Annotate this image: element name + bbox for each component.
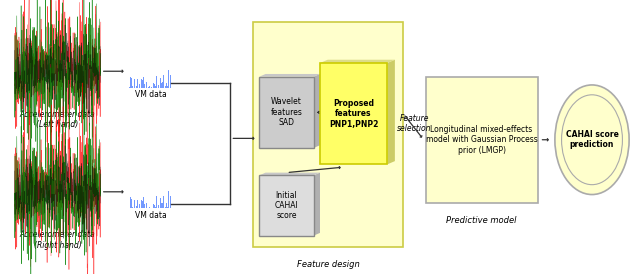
Text: Feature
selection: Feature selection (397, 114, 431, 133)
FancyBboxPatch shape (320, 63, 387, 164)
Text: Initial
CAHAI
score: Initial CAHAI score (275, 191, 298, 220)
Text: VM data: VM data (134, 90, 166, 99)
Text: Accelerometer data
(Left hand): Accelerometer data (Left hand) (20, 110, 95, 129)
Text: Wavelet
features
SAD: Wavelet features SAD (271, 98, 302, 127)
FancyBboxPatch shape (259, 77, 314, 148)
Text: VM data: VM data (134, 211, 166, 220)
Text: Proposed
features
PNP1,PNP2: Proposed features PNP1,PNP2 (329, 99, 378, 129)
FancyBboxPatch shape (259, 175, 314, 236)
Polygon shape (314, 74, 320, 148)
Text: CAHAI score
prediction: CAHAI score prediction (566, 130, 618, 149)
FancyBboxPatch shape (426, 77, 538, 203)
Polygon shape (320, 60, 395, 63)
Text: Feature design: Feature design (296, 260, 360, 269)
Text: Predictive model: Predictive model (446, 216, 517, 226)
Text: Longitudinal mixed-effects
model with Gaussian Process
prior (LMGP): Longitudinal mixed-effects model with Ga… (426, 125, 538, 155)
Polygon shape (387, 60, 395, 164)
Polygon shape (259, 173, 320, 175)
Text: Accelerometer data
(Right hand): Accelerometer data (Right hand) (20, 230, 95, 250)
Polygon shape (314, 173, 320, 236)
Polygon shape (259, 74, 320, 77)
FancyBboxPatch shape (253, 22, 403, 247)
Ellipse shape (555, 85, 629, 195)
